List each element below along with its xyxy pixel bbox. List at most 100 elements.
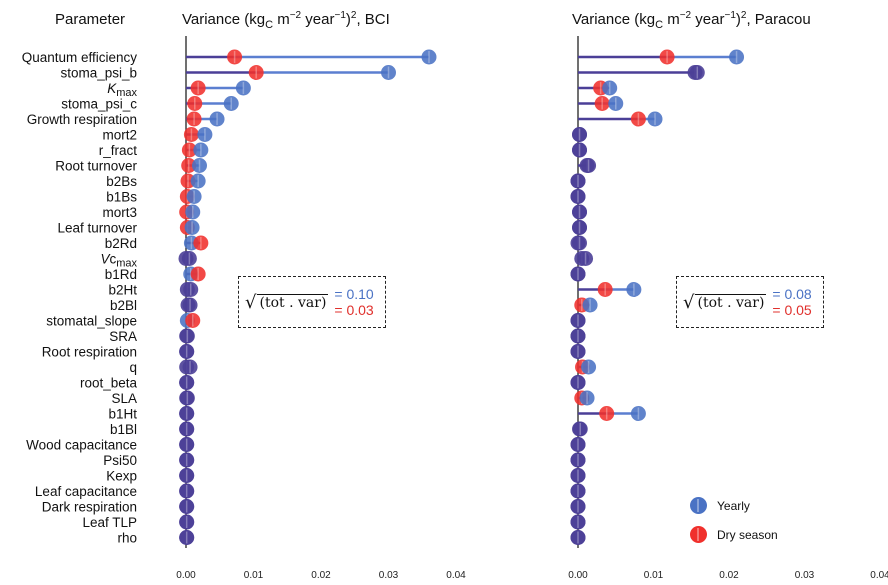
dry-season-point [182, 359, 198, 375]
yearly-point [570, 189, 586, 204]
legend-label-dry: Dry season [717, 527, 778, 542]
dry-season-point [599, 406, 615, 421]
x-tick-label: 0.02 [719, 570, 739, 581]
parameter-label: b1Rd [105, 267, 137, 282]
yearly-point [183, 282, 199, 297]
yearly-point [602, 80, 618, 96]
parameter-label: Leaf turnover [57, 221, 137, 236]
parameter-label: Quantum efficiency [22, 50, 138, 65]
panel-title-bci: Variance (kgC m−2 year−1)2, BCI [182, 10, 390, 31]
yearly-point [179, 530, 195, 545]
x-tick-label: 0.04 [446, 570, 466, 581]
yearly-point [223, 96, 239, 111]
yearly-point [381, 65, 396, 80]
sqrt-formula: √ (tot . var) [245, 291, 329, 313]
parameter-label: b1Ht [108, 407, 137, 422]
parameter-label: mort2 [102, 128, 137, 143]
parameter-label: Growth respiration [27, 112, 137, 127]
dry-season-point [181, 158, 197, 173]
yearly-point [729, 49, 745, 65]
total-variance-yearly: = 0.08 [772, 286, 812, 302]
yearly-point [570, 375, 586, 390]
dry-season-point [572, 235, 588, 251]
parameter-label: b2Bs [106, 174, 137, 189]
legend-item-dry: Dry season [690, 520, 778, 549]
x-tick-label: 0.00 [568, 570, 588, 581]
yearly-point [570, 483, 586, 499]
yearly-point [572, 421, 588, 437]
yearly-point [179, 328, 195, 344]
yearly-point [421, 49, 437, 65]
yearly-point [179, 421, 195, 437]
panel-title-paracou: Variance (kgC m−2 year−1)2, Paracou [572, 10, 811, 31]
parameter-label: Psi50 [103, 453, 137, 468]
yearly-point [209, 111, 225, 127]
yearly-point [570, 530, 586, 545]
parameter-label: Leaf TLP [82, 515, 137, 530]
x-tick-label: 0.02 [311, 570, 331, 581]
yearly-point [179, 344, 195, 359]
yearly-point [181, 251, 197, 266]
yearly-point [570, 344, 586, 359]
yearly-point [579, 390, 595, 406]
yearly-marker-icon [690, 497, 707, 514]
yearly-point [179, 437, 195, 452]
dry-season-point [181, 142, 197, 158]
yearly-point [179, 468, 195, 483]
total-variance-dry: = 0.05 [772, 302, 812, 318]
parameter-label: b2Bl [110, 298, 137, 313]
yearly-point [179, 406, 195, 421]
yearly-point [570, 514, 586, 530]
yearly-point [572, 127, 588, 142]
dry-season-point [190, 80, 206, 96]
yearly-point [626, 282, 642, 297]
parameter-label: b2Rd [105, 236, 137, 251]
yearly-point [572, 142, 588, 158]
yearly-point [570, 266, 586, 282]
parameter-label: stoma_psi_b [60, 66, 137, 81]
yearly-point [570, 173, 586, 189]
x-tick-label: 0.01 [644, 570, 664, 581]
annotation-label: tot . var [702, 294, 759, 311]
dry-season-point [185, 313, 201, 328]
yearly-point [581, 359, 597, 375]
yearly-point [190, 173, 206, 189]
x-tick-label: 0.00 [176, 570, 196, 581]
x-tick-label: 0.03 [795, 570, 815, 581]
yearly-point [570, 452, 586, 468]
yearly-point [608, 96, 624, 111]
yearly-point [192, 158, 207, 173]
yearly-point [689, 65, 705, 80]
dry-season-point [179, 390, 195, 406]
panel-bci: 0.00 0.01 0.02 0.03 0.04 [176, 36, 466, 581]
yearly-point [570, 328, 586, 344]
parameter-label: Vcmax [100, 252, 137, 270]
parameter-label: Dark respiration [42, 500, 137, 515]
total-variance-dry: = 0.03 [334, 302, 374, 318]
parameter-label: r_fract [99, 143, 138, 158]
yearly-point [184, 220, 200, 235]
parameter-label: root_beta [80, 376, 138, 391]
yearly-point [186, 189, 202, 204]
dry-season-point [183, 127, 199, 142]
yearly-point [570, 313, 586, 328]
parameter-label: Kmax [107, 81, 137, 99]
panel-title-text: Variance (kgC m−2 year−1)2, BCI [182, 10, 390, 31]
legend-item-yearly: Yearly [690, 491, 778, 520]
total-variance-box-paracou: √ (tot . var) = 0.08 = 0.05 [676, 276, 824, 328]
yearly-point [235, 80, 251, 96]
dry-season-point [248, 65, 264, 80]
x-tick-label: 0.03 [379, 570, 399, 581]
parameter-labels: Quantum efficiencystoma_psi_bKmaxstoma_p… [22, 50, 138, 546]
yearly-point [179, 483, 195, 499]
yearly-point [193, 142, 209, 158]
total-variance-box-bci: √ (tot . var) = 0.10 = 0.03 [238, 276, 386, 328]
parameter-header: Parameter [55, 11, 125, 28]
yearly-point [182, 297, 198, 313]
panel-paracou: 0.00 0.01 0.02 0.03 0.04 [568, 36, 888, 581]
yearly-point [179, 452, 195, 468]
yearly-point [578, 251, 594, 266]
parameter-label: Root respiration [42, 345, 137, 360]
parameter-label: Wood capacitance [26, 438, 137, 453]
yearly-point [630, 406, 646, 421]
